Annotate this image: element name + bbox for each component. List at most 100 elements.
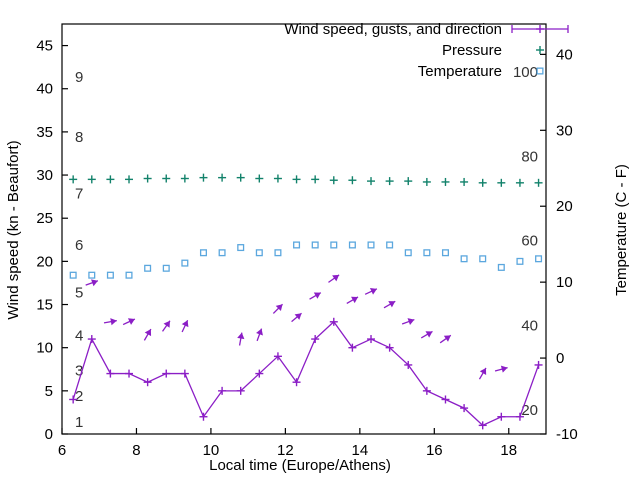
wind-direction-arrow — [494, 365, 508, 373]
fahrenheit-label: 20 — [521, 402, 538, 419]
wind-direction-arrow — [346, 296, 359, 305]
wind-direction-arrow — [328, 274, 340, 283]
legend-label: Temperature — [418, 63, 502, 80]
y-tick-label: 15 — [36, 297, 53, 314]
data-point-marker — [88, 271, 96, 279]
wind-direction-arrow — [181, 319, 189, 333]
y2-tick-label: -10 — [556, 426, 578, 443]
x-tick-label: 12 — [277, 442, 294, 459]
beaufort-label: 8 — [75, 129, 83, 146]
data-point-marker — [367, 241, 375, 249]
y-tick-label: 10 — [36, 340, 53, 357]
x-tick-label: 10 — [203, 442, 220, 459]
series-line — [72, 320, 540, 427]
data-point-marker — [218, 249, 226, 257]
wind-direction-arrow — [420, 330, 433, 339]
series-square — [69, 241, 543, 279]
wind-direction-arrow — [143, 328, 152, 341]
wind-direction-arrow — [85, 279, 99, 287]
beaufort-label: 4 — [75, 328, 83, 345]
data-point-marker — [162, 264, 170, 272]
beaufort-label: 1 — [75, 414, 83, 431]
beaufort-label: 5 — [75, 285, 83, 302]
wind-direction-arrow — [309, 292, 322, 300]
wind-direction-arrow — [272, 303, 283, 314]
wind-direction-arrow — [122, 318, 136, 326]
fahrenheit-label: 80 — [521, 148, 538, 165]
y2-tick-label: 0 — [556, 350, 564, 367]
fahrenheit-label: 60 — [521, 233, 538, 250]
data-point-marker — [516, 257, 524, 265]
legend-label: Wind speed, gusts, and direction — [284, 21, 502, 38]
data-point-marker — [441, 249, 449, 257]
y-tick-label: 40 — [36, 81, 53, 98]
legend-marker — [511, 25, 569, 33]
data-point-marker — [348, 241, 356, 249]
wind-direction-arrow — [237, 332, 245, 346]
x-tick-label: 16 — [426, 442, 443, 459]
y-tick-label: 5 — [45, 383, 53, 400]
data-point-marker — [497, 263, 505, 271]
data-point-marker — [255, 249, 263, 257]
beaufort-label: 9 — [75, 69, 83, 86]
x-axis-title: Local time (Europe/Athens) — [209, 457, 391, 474]
x-tick-label: 6 — [58, 442, 66, 459]
data-point-marker — [460, 255, 468, 263]
y2-tick-label: 30 — [556, 122, 573, 139]
data-point-marker — [404, 249, 412, 257]
y2-axis-title: Temperature (C - F) — [613, 164, 630, 296]
y-tick-label: 20 — [36, 253, 53, 270]
data-point-marker — [423, 249, 431, 257]
fahrenheit-label: 100 — [513, 64, 538, 81]
data-point-marker — [330, 241, 338, 249]
y2-tick-label: 20 — [556, 198, 573, 215]
wind-direction-arrow — [478, 367, 487, 380]
beaufort-label: 7 — [75, 185, 83, 202]
y-tick-label: 0 — [45, 426, 53, 443]
series-plus — [69, 173, 543, 187]
data-point-marker — [274, 249, 282, 257]
y-tick-label: 35 — [36, 124, 53, 141]
plot-frame — [61, 23, 547, 435]
legend-marker — [536, 46, 544, 54]
wind-direction-arrow — [256, 328, 263, 342]
data-point-marker — [181, 259, 189, 267]
wind-direction-arrow — [364, 288, 378, 295]
legend-label: Pressure — [442, 42, 502, 59]
wind-direction-arrow — [401, 318, 415, 326]
x-tick-label: 8 — [132, 442, 140, 459]
y-tick-label: 30 — [36, 167, 53, 184]
series-plus-line — [69, 317, 543, 430]
beaufort-label: 3 — [75, 362, 83, 379]
y2-tick-label: 10 — [556, 274, 573, 291]
data-point-marker — [386, 241, 394, 249]
wind-direction-arrow — [439, 334, 452, 344]
wind-direction-arrow — [291, 312, 302, 323]
legend-marker — [536, 67, 544, 75]
data-point-marker — [237, 244, 245, 252]
data-point-marker — [479, 255, 487, 263]
data-point-marker — [69, 271, 77, 279]
x-tick-label: 14 — [352, 442, 369, 459]
wind-direction-arrow — [161, 320, 171, 332]
data-point-marker — [293, 241, 301, 249]
beaufort-label: 6 — [75, 237, 83, 254]
data-point-marker — [106, 271, 114, 279]
wind-direction-arrow — [103, 318, 117, 326]
x-tick-label: 18 — [500, 442, 517, 459]
data-point-marker — [125, 271, 133, 279]
beaufort-label: 2 — [75, 388, 83, 405]
fahrenheit-label: 40 — [521, 318, 538, 335]
data-point-marker — [311, 241, 319, 249]
data-point-marker — [199, 249, 207, 257]
y-tick-label: 45 — [36, 38, 53, 55]
y-axis-title: Wind speed (kn - Beaufort) — [5, 140, 22, 319]
data-point-marker — [536, 67, 544, 75]
data-point-marker — [144, 264, 152, 272]
y2-tick-label: 40 — [556, 46, 573, 63]
y-tick-label: 25 — [36, 210, 53, 227]
data-point-marker — [535, 255, 543, 263]
wind-direction-arrow — [383, 300, 396, 309]
